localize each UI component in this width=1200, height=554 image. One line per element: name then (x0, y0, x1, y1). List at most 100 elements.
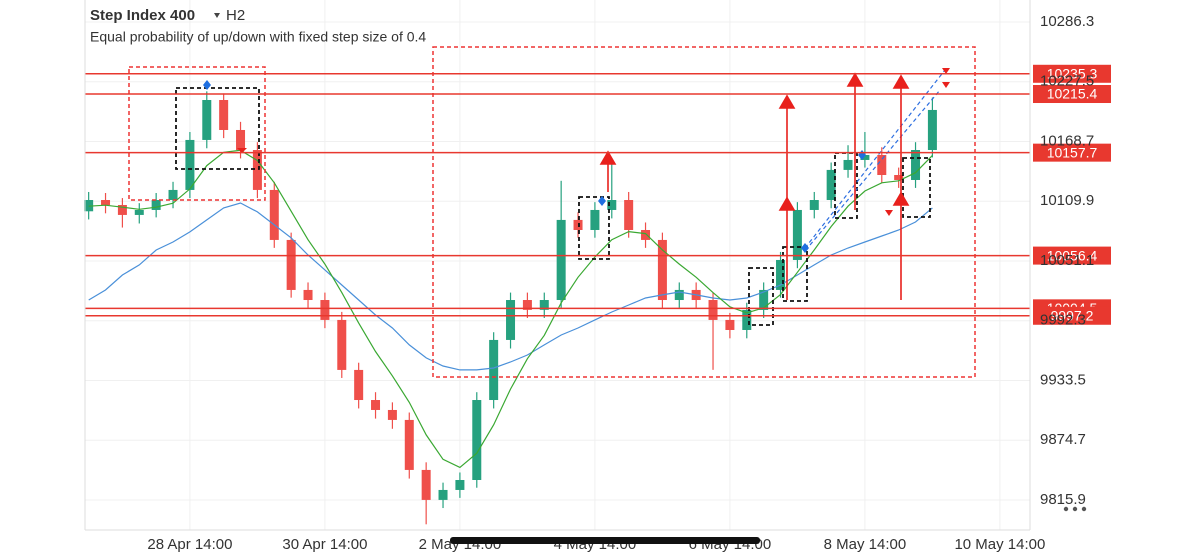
arrow-head (778, 94, 796, 109)
zone-box (128, 66, 266, 201)
timeframe[interactable]: H2 (226, 7, 245, 24)
candle-body (202, 100, 212, 140)
candle-body (421, 469, 431, 500)
candle-body (759, 289, 769, 310)
candle-body (894, 175, 904, 180)
candle-body (387, 409, 397, 420)
x-tick-label: 8 May 14:00 (824, 536, 907, 553)
y-tick-label: 9992.3 (1040, 312, 1086, 329)
more-button[interactable] (1063, 506, 1087, 512)
signal (237, 148, 247, 153)
candle-body (556, 219, 566, 301)
candle-body (674, 289, 684, 301)
candle-body (354, 369, 364, 401)
arrow-head (778, 196, 796, 211)
candle-body (641, 229, 651, 240)
level-label-box (1033, 64, 1111, 83)
signal (885, 210, 893, 216)
y-tick-label: 9815.9 (1040, 491, 1086, 508)
level-label: 10157.7 (1047, 144, 1098, 160)
candle-body (725, 319, 735, 330)
arrow-head (892, 191, 910, 206)
candle-body (320, 300, 330, 320)
chart-subtitle: Equal probability of up/down with fixed … (90, 29, 426, 45)
arrow-head (892, 74, 910, 89)
candle-body (134, 209, 144, 215)
candle-body (371, 400, 381, 410)
level-label: 9997.2 (1051, 307, 1094, 323)
y-tick-label: 10286.3 (1040, 13, 1094, 30)
y-tick-label: 9874.7 (1040, 431, 1086, 448)
candle-body (472, 400, 482, 480)
level-label-box (1033, 85, 1111, 104)
trend-line (809, 89, 941, 246)
candle-body (219, 100, 229, 130)
pattern-box (578, 196, 610, 260)
moving-average (88, 202, 933, 371)
level-label-box (1033, 143, 1111, 162)
signal (942, 68, 950, 74)
x-tick-label: 28 Apr 14:00 (147, 536, 232, 553)
signal (942, 82, 950, 88)
candle-body (286, 239, 296, 290)
candle-body (607, 200, 617, 210)
zone-box (432, 46, 976, 378)
level-label: 10235.3 (1047, 65, 1098, 81)
candle-body (337, 319, 347, 370)
pattern-box (782, 246, 808, 302)
candle-body (708, 300, 718, 320)
candle-body (792, 209, 802, 260)
axes: 10286.3 10227.5 10168.7 10109.9 10051.1 9992.… (147, 13, 1094, 553)
candle-body (151, 200, 161, 210)
y-tick-label: 10168.7 (1040, 132, 1094, 149)
annotations (128, 46, 976, 378)
y-tick-label: 10109.9 (1040, 192, 1094, 209)
moving-average (88, 149, 933, 469)
plot (84, 91, 937, 525)
candle-body (506, 300, 516, 340)
candle-body (573, 219, 583, 230)
levels: 10235.310215.410157.710056.410004.59997.… (85, 64, 1111, 325)
scrollbar[interactable] (450, 537, 760, 544)
y-tick-label: 9933.5 (1040, 371, 1086, 388)
dropdown-caret[interactable] (214, 13, 220, 18)
candle-body (455, 479, 465, 490)
candle-body (860, 154, 870, 160)
arrow-head (846, 72, 864, 87)
x-tick-label: 30 Apr 14:00 (282, 536, 367, 553)
candle-body (826, 169, 836, 201)
candle-body (927, 109, 937, 151)
candle-body (236, 129, 246, 151)
candle-body (776, 259, 786, 290)
candle-body (624, 200, 634, 230)
pattern-box (902, 157, 931, 218)
candle-body (185, 139, 195, 190)
chart-title: Step Index 400 (90, 7, 195, 24)
candle-body (809, 200, 819, 210)
signal (801, 243, 809, 253)
pattern-box (175, 87, 260, 170)
candle-body (303, 289, 313, 301)
candle-body (911, 150, 921, 180)
level-label: 10056.4 (1047, 247, 1098, 263)
pattern-box (748, 267, 774, 326)
candle-body (438, 489, 448, 500)
level-label: 10215.4 (1047, 86, 1098, 102)
candle-body (404, 419, 414, 470)
candle-body (117, 204, 127, 215)
signal (203, 80, 211, 90)
y-tick-label: 10051.1 (1040, 252, 1094, 269)
candle-body (252, 150, 262, 190)
candle-body (269, 189, 279, 240)
candle-body (657, 239, 667, 301)
candle-body (522, 300, 532, 310)
candle-body (84, 200, 94, 212)
candle-body (168, 189, 178, 201)
candle-body (843, 159, 853, 170)
y-tick-label: 10227.5 (1040, 73, 1094, 90)
trend-line (804, 69, 946, 249)
candle-body (742, 309, 752, 330)
level-label-box (1033, 246, 1111, 265)
